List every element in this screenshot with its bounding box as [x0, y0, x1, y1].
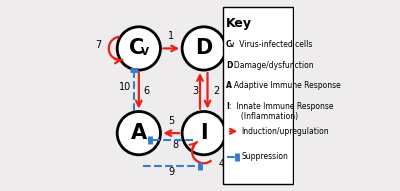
Text: I: I [200, 123, 208, 143]
Text: 3: 3 [192, 86, 198, 96]
Text: : Damage/dysfunction: : Damage/dysfunction [229, 61, 314, 70]
Circle shape [117, 112, 160, 155]
Text: D: D [195, 38, 212, 58]
Text: 7: 7 [95, 40, 102, 50]
Text: V: V [140, 47, 148, 57]
Text: 10: 10 [118, 82, 131, 92]
Text: 8: 8 [172, 140, 178, 150]
Text: V: V [230, 43, 234, 48]
Text: 9: 9 [168, 167, 174, 177]
Text: 1: 1 [168, 31, 174, 41]
Text: Induction/upregulation: Induction/upregulation [242, 127, 329, 136]
Circle shape [182, 27, 226, 70]
Text: 4: 4 [218, 159, 224, 169]
Text: D: D [226, 61, 232, 70]
Text: :  Innate Immune Response
     (Inflammation): : Innate Immune Response (Inflammation) [229, 102, 333, 121]
Text: : Adaptive Immune Response: : Adaptive Immune Response [229, 81, 340, 90]
Text: A: A [131, 123, 147, 143]
Text: C: C [129, 37, 144, 57]
Text: 6: 6 [143, 86, 149, 96]
Text: Key: Key [226, 17, 252, 30]
Text: 5: 5 [168, 116, 174, 126]
Circle shape [182, 112, 226, 155]
Text: 2: 2 [213, 86, 219, 96]
Circle shape [117, 27, 160, 70]
FancyBboxPatch shape [222, 7, 293, 184]
Text: C: C [226, 40, 232, 49]
Text: A: A [226, 81, 232, 90]
Text: Suppression: Suppression [242, 152, 288, 161]
Text: I: I [226, 102, 229, 111]
Text: :  Virus-infected cells: : Virus-infected cells [232, 40, 312, 49]
